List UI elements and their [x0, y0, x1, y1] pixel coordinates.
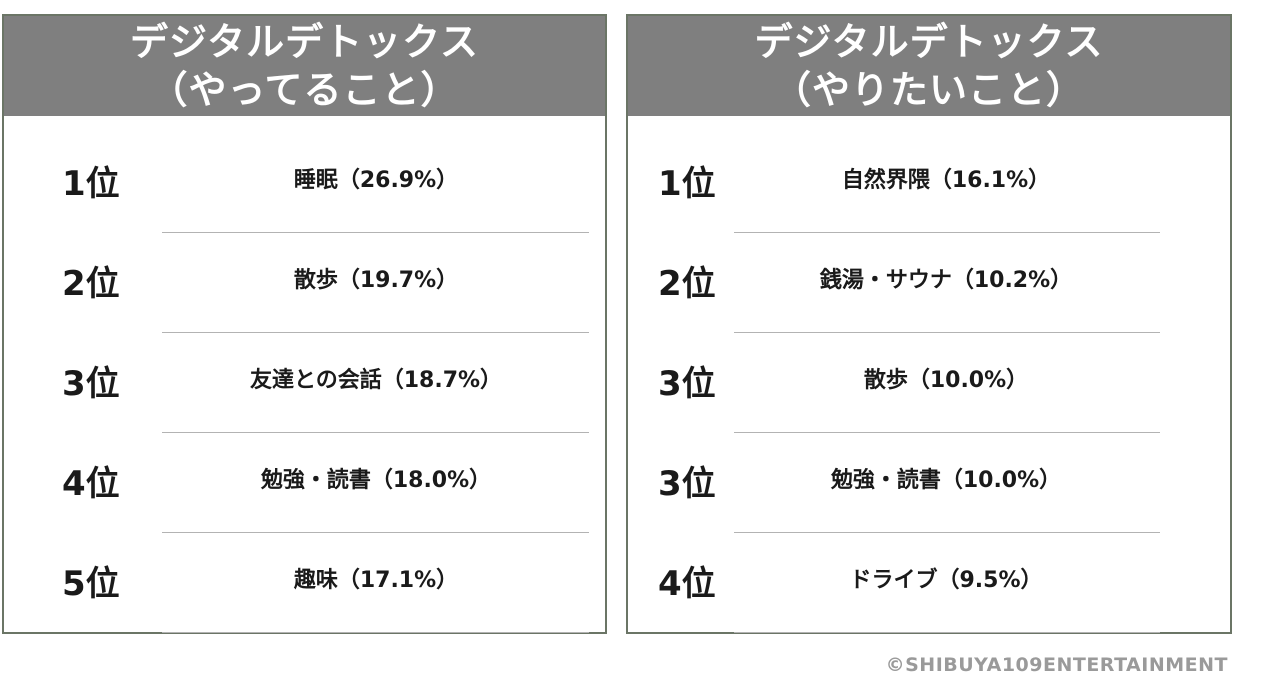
panel-title-line2: （やってること） [149, 68, 460, 112]
ranking-rows: 1位 睡眠（26.9%） 2位 散歩（19.7%） 3位 友達との会話（18.7… [4, 132, 605, 633]
item-label: 友達との会話（18.7%） [249, 368, 503, 393]
item-label: 趣味（17.1%） [293, 568, 459, 593]
rank-label: 5位 [62, 564, 120, 604]
ranking-row: 3位 友達との会話（18.7%） [4, 332, 605, 433]
ranking-row: 2位 銭湯・サウナ（10.2%） [628, 232, 1230, 333]
row-divider [162, 332, 589, 333]
rank-label: 4位 [62, 464, 120, 504]
row-divider [162, 632, 589, 633]
row-divider [734, 232, 1160, 233]
row-divider [734, 332, 1160, 333]
item-label: 勉強・読書（10.0%） [830, 468, 1062, 493]
row-divider [162, 432, 589, 433]
rank-label: 3位 [62, 364, 120, 404]
panel-title-line1: デジタルデトックス [129, 20, 480, 64]
item-label: 銭湯・サウナ（10.2%） [819, 268, 1073, 293]
row-divider [734, 632, 1160, 633]
row-divider [162, 532, 589, 533]
panel-header: デジタルデトックス （やりたいこと） [628, 16, 1230, 116]
ranking-panel-want-to-do: デジタルデトックス （やりたいこと） 1位 自然界隈（16.1%） 2位 銭湯・… [626, 14, 1232, 634]
rank-label: 1位 [62, 164, 120, 204]
ranking-row: 3位 勉強・読書（10.0%） [628, 432, 1230, 533]
panel-header: デジタルデトックス （やってること） [4, 16, 605, 116]
copyright-text: ©SHIBUYA109ENTERTAINMENT [885, 654, 1228, 676]
item-label: 散歩（19.7%） [293, 268, 459, 293]
item-label: 自然界隈（16.1%） [841, 168, 1051, 193]
rank-label: 1位 [658, 164, 716, 204]
ranking-row: 4位 ドライブ（9.5%） [628, 532, 1230, 633]
rank-label: 2位 [62, 264, 120, 304]
rank-label: 2位 [658, 264, 716, 304]
item-label: 勉強・読書（18.0%） [260, 468, 492, 493]
row-divider [162, 232, 589, 233]
item-label: 睡眠（26.9%） [293, 168, 459, 193]
panel-title-line2: （やりたいこと） [772, 68, 1085, 112]
ranking-row: 4位 勉強・読書（18.0%） [4, 432, 605, 533]
rank-label: 4位 [658, 564, 716, 604]
ranking-row: 3位 散歩（10.0%） [628, 332, 1230, 433]
panel-title-line1: デジタルデトックス [754, 20, 1104, 64]
ranking-row: 1位 自然界隈（16.1%） [628, 132, 1230, 233]
rank-label: 3位 [658, 464, 716, 504]
ranking-panel-doing: デジタルデトックス （やってること） 1位 睡眠（26.9%） 2位 散歩（19… [2, 14, 607, 634]
ranking-row: 1位 睡眠（26.9%） [4, 132, 605, 233]
ranking-row: 5位 趣味（17.1%） [4, 532, 605, 633]
item-label: 散歩（10.0%） [863, 368, 1029, 393]
ranking-row: 2位 散歩（19.7%） [4, 232, 605, 333]
item-label: ドライブ（9.5%） [849, 568, 1043, 593]
row-divider [734, 532, 1160, 533]
ranking-rows: 1位 自然界隈（16.1%） 2位 銭湯・サウナ（10.2%） 3位 散歩（10… [628, 132, 1230, 633]
rank-label: 3位 [658, 364, 716, 404]
row-divider [734, 432, 1160, 433]
